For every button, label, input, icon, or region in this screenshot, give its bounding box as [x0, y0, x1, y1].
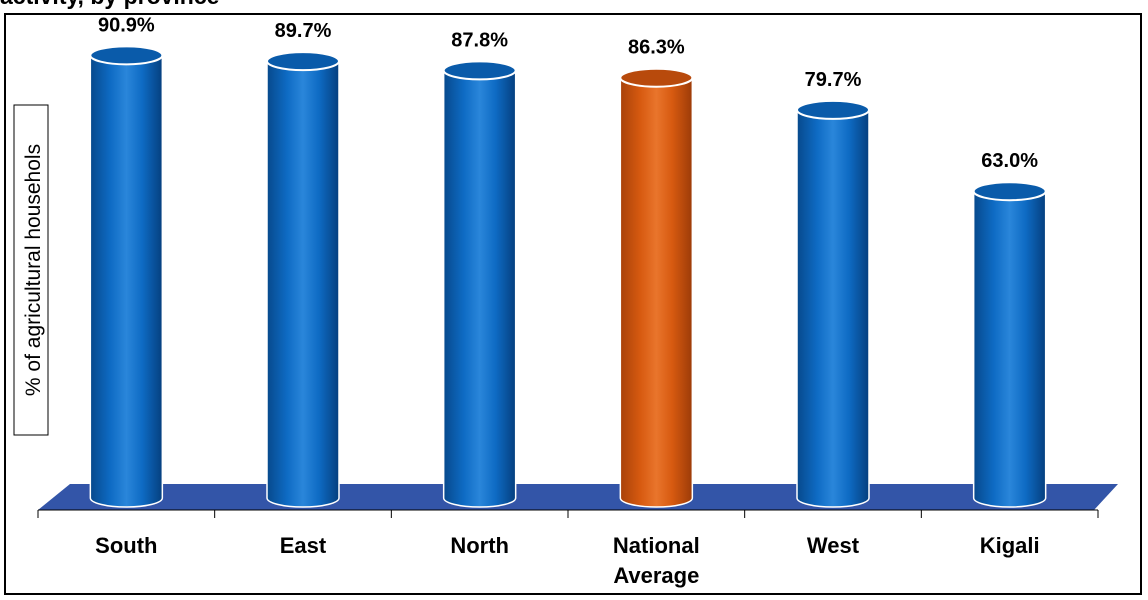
bar-body [796, 109, 870, 508]
bar-west [796, 99, 870, 508]
bar-cap [619, 67, 694, 88]
y-axis-label-group: % of agricultural househols [13, 104, 49, 436]
bar-body [972, 190, 1047, 508]
value-label-national-average: 86.3% [628, 37, 685, 59]
value-labels-group: 90.9% 89.7% 87.8% 86.3% 79.7% 63.0% [98, 14, 1038, 172]
bar-cap [266, 51, 340, 72]
bar-kigali [972, 181, 1047, 508]
bar-east [266, 51, 340, 508]
value-label-south: 90.9% [98, 14, 155, 36]
bars-group [89, 45, 1047, 508]
bar-cap [89, 45, 164, 66]
value-label-kigali: 63.0% [981, 150, 1038, 172]
category-label-east: East [280, 533, 327, 558]
category-label-national-average: National Average [613, 533, 700, 588]
bar-cap [796, 99, 870, 120]
category-label-kigali: Kigali [980, 533, 1040, 558]
bar-south [89, 45, 164, 508]
y-axis-label: % of agricultural househols [22, 144, 45, 396]
chart-floor [38, 484, 1118, 510]
bar-national-average [619, 67, 694, 508]
value-label-east: 89.7% [275, 20, 332, 42]
category-labels-group: South East North National Average West Kigali [95, 533, 1039, 588]
bar-body [266, 60, 340, 508]
bar-body [619, 76, 694, 508]
bar-cap [442, 60, 517, 81]
bar-body [442, 69, 517, 508]
x-axis-ticks [37, 510, 1099, 518]
category-label-north: North [450, 533, 509, 558]
value-label-west: 79.7% [805, 69, 862, 91]
bar-north [442, 60, 517, 508]
value-label-north: 87.8% [451, 29, 508, 51]
category-label-west: West [807, 533, 860, 558]
category-label-south: South [95, 533, 157, 558]
bar-cap [972, 181, 1047, 202]
chart-title-fragment: activity, by province [0, 0, 219, 10]
y-axis-label-box [13, 104, 49, 436]
bar-body [89, 54, 164, 508]
